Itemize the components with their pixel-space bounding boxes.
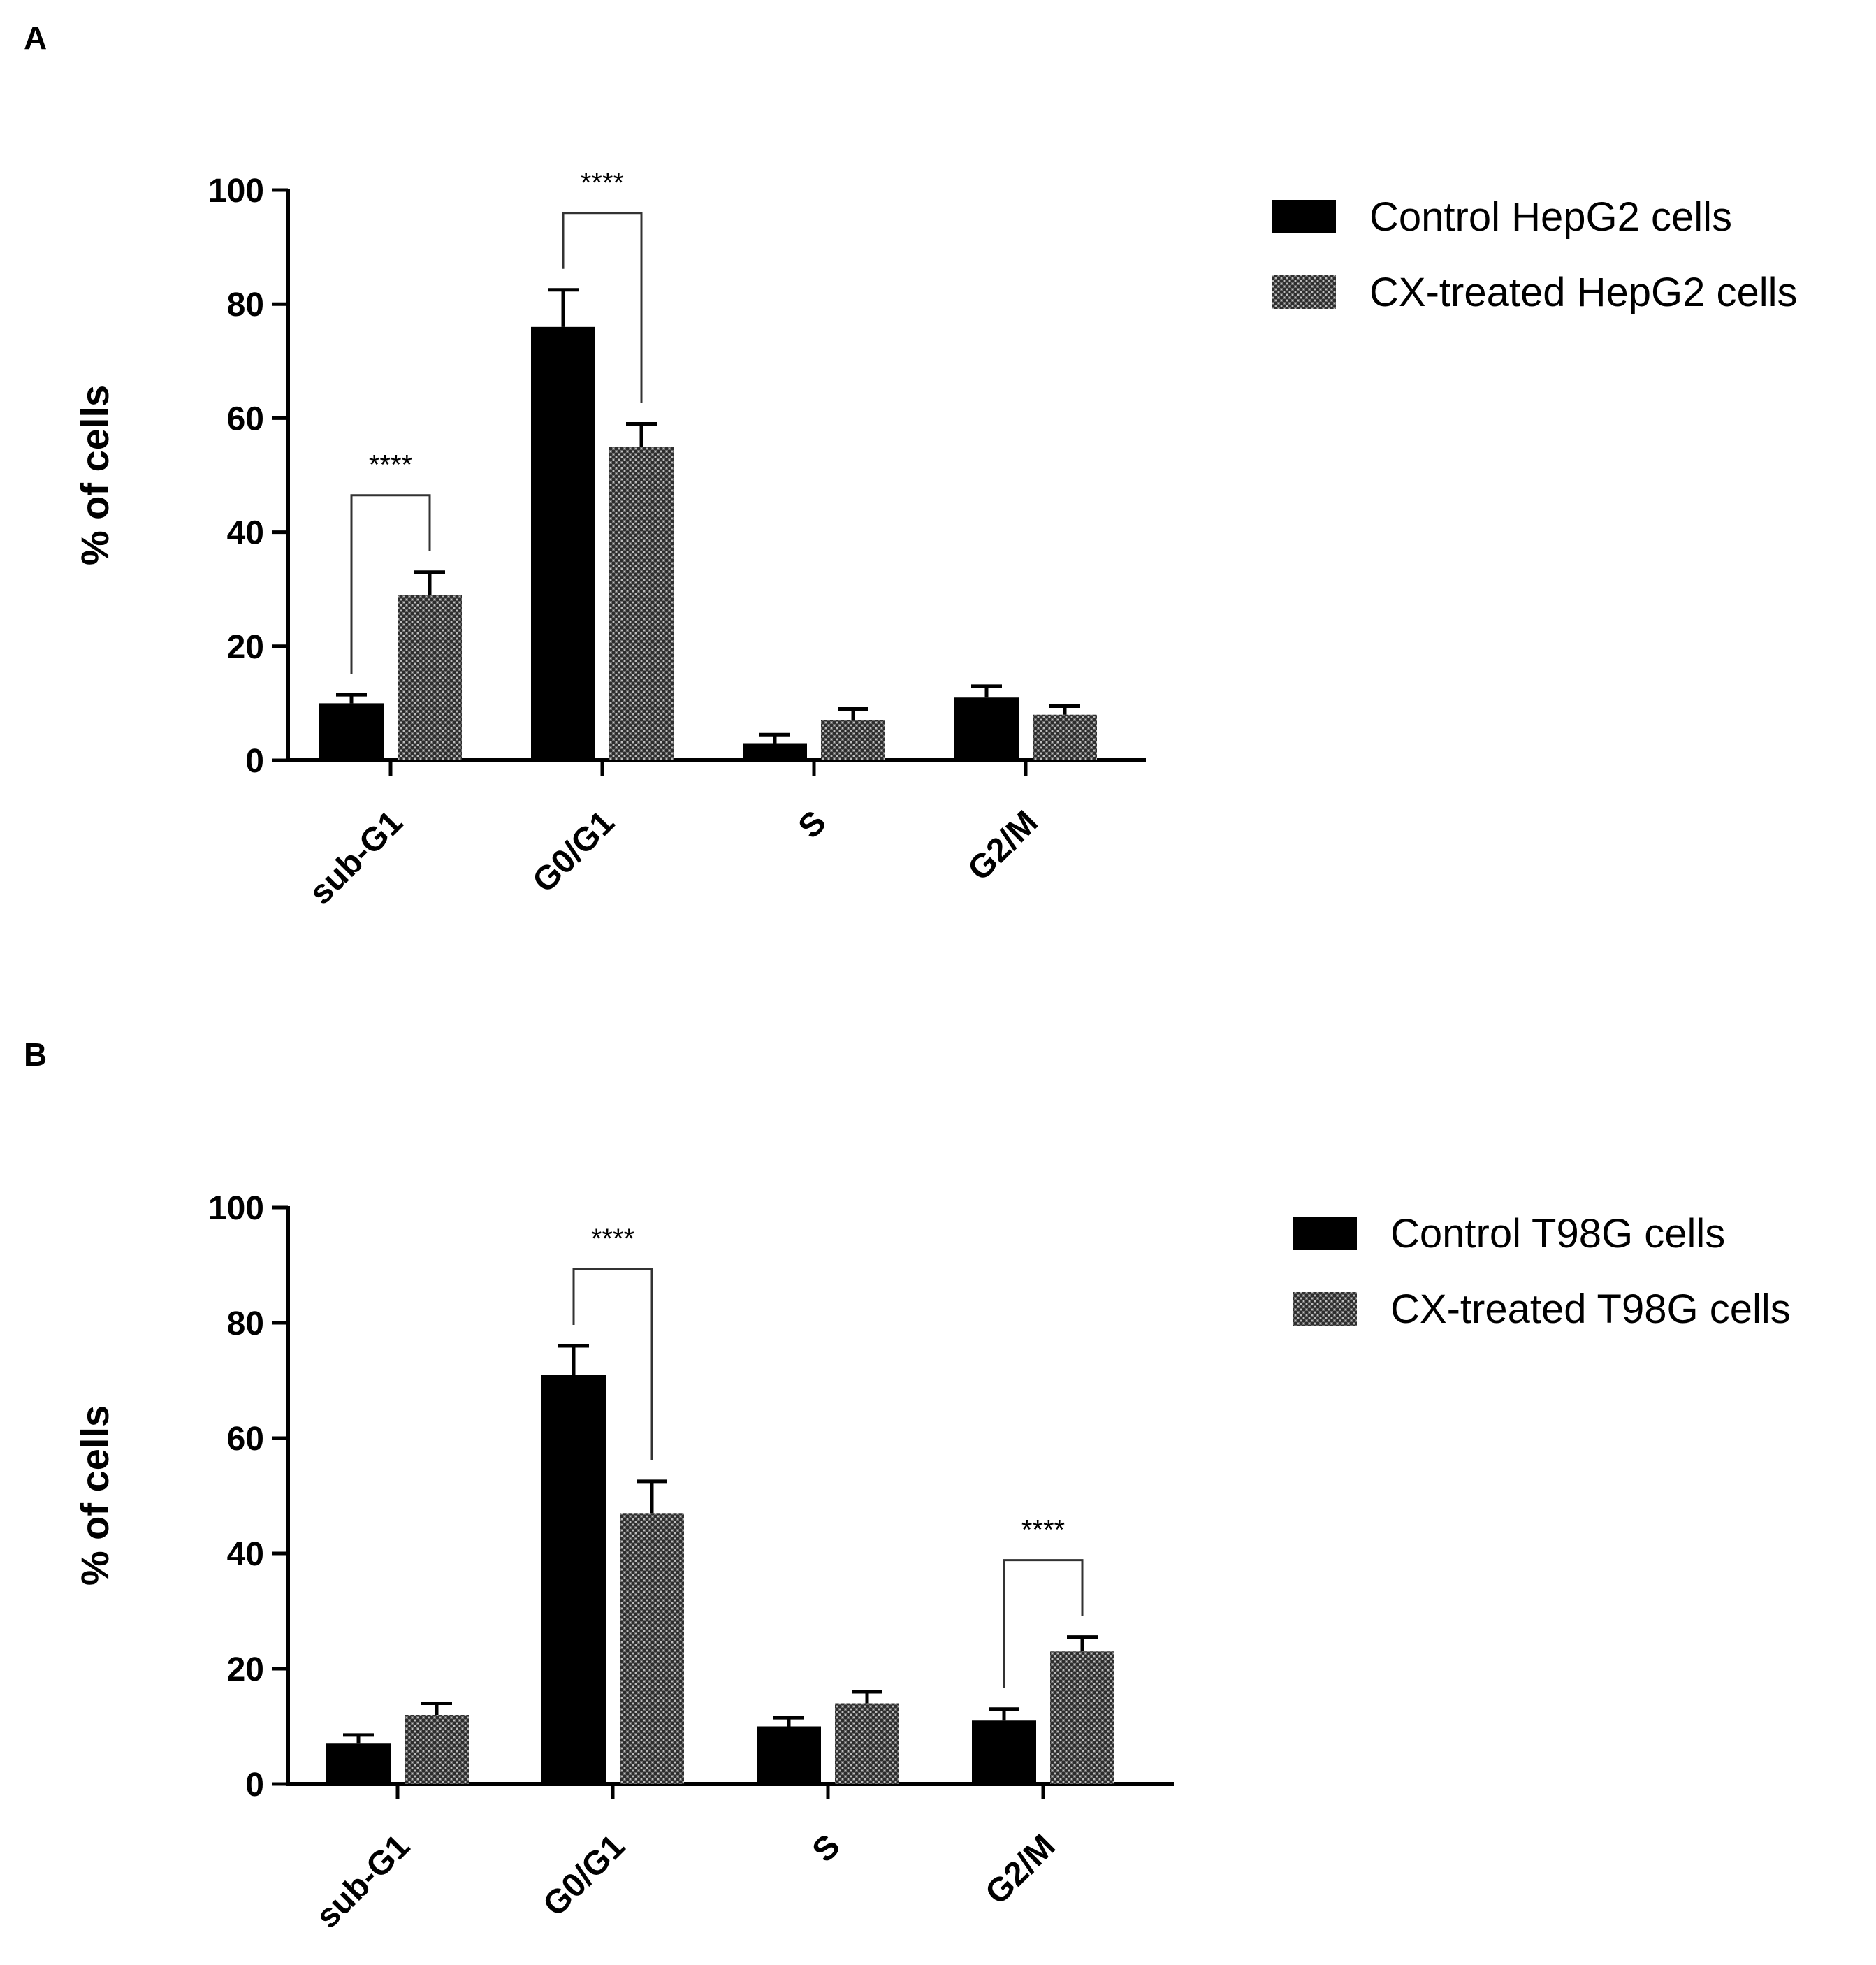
y-tick-label: 100 xyxy=(208,173,264,210)
x-tick-label: sub-G1 xyxy=(302,804,409,911)
legend-swatch xyxy=(1293,1217,1357,1250)
bar-control xyxy=(743,743,807,760)
significance-bracket xyxy=(572,1268,653,1460)
bar-control xyxy=(531,326,595,761)
bar-control xyxy=(972,1720,1036,1784)
bar-control xyxy=(954,697,1019,760)
significance-label: **** xyxy=(1021,1515,1065,1546)
x-tick-label: sub-G1 xyxy=(309,1827,416,1935)
legend-label: CX-treated T98G cells xyxy=(1390,1286,1791,1332)
bar-control xyxy=(326,1743,391,1784)
legend-swatch xyxy=(1293,1292,1357,1326)
y-tick-label: 100 xyxy=(208,1190,264,1227)
bar-control xyxy=(319,703,384,760)
significance-label: **** xyxy=(591,1224,634,1254)
y-tick-label: 0 xyxy=(245,743,264,780)
legend-swatch xyxy=(1272,275,1336,309)
y-axis-label: % of cells xyxy=(73,1405,117,1586)
legend-label: Control T98G cells xyxy=(1390,1211,1725,1256)
y-tick-label: 40 xyxy=(227,1536,264,1573)
bar-control xyxy=(541,1375,606,1784)
y-tick-label: 60 xyxy=(227,400,264,437)
significance-bracket xyxy=(1003,1559,1084,1688)
significance-bracket xyxy=(562,212,643,403)
significance-bracket xyxy=(350,494,431,674)
bar-treated xyxy=(821,720,885,760)
bar-control xyxy=(757,1726,821,1784)
x-tick-label: G0/G1 xyxy=(525,804,621,899)
bar-treated xyxy=(1050,1651,1114,1784)
y-tick-label: 40 xyxy=(227,515,264,552)
significance-label: **** xyxy=(581,168,624,198)
legend-label: CX-treated HepG2 cells xyxy=(1369,270,1797,315)
y-tick-label: 20 xyxy=(227,629,264,666)
y-tick-label: 80 xyxy=(227,287,264,324)
bar-treated xyxy=(398,595,462,760)
bar-treated xyxy=(1033,714,1097,760)
panel-letter: A xyxy=(24,20,47,56)
bar-treated xyxy=(620,1513,684,1784)
bar-treated xyxy=(405,1715,469,1784)
panel-a: A 0 20 40 60 80 100 % of cells sub-G1 G0/G1 S G2/M *… xyxy=(24,20,1797,912)
x-tick-label: G2/M xyxy=(961,804,1045,887)
y-axis-label: % of cells xyxy=(73,385,117,565)
x-tick-label: G2/M xyxy=(978,1827,1062,1911)
x-tick-label: S xyxy=(792,804,834,846)
legend-label: Control HepG2 cells xyxy=(1369,194,1732,240)
y-tick-label: 60 xyxy=(227,1421,264,1458)
x-tick-label: S xyxy=(806,1827,848,1869)
y-tick-label: 20 xyxy=(227,1651,264,1688)
panel-b: B 0 20 40 60 80 100 % of cells sub-G1 G0/G1 S G2/M *… xyxy=(24,1036,1791,1936)
bar-treated xyxy=(835,1703,899,1784)
x-tick-label: G0/G1 xyxy=(536,1827,632,1923)
significance-label: **** xyxy=(369,450,412,481)
panel-letter: B xyxy=(24,1036,47,1073)
y-tick-label: 80 xyxy=(227,1305,264,1342)
y-tick-label: 0 xyxy=(245,1767,264,1804)
legend-swatch xyxy=(1272,200,1336,233)
bar-treated xyxy=(609,447,674,760)
